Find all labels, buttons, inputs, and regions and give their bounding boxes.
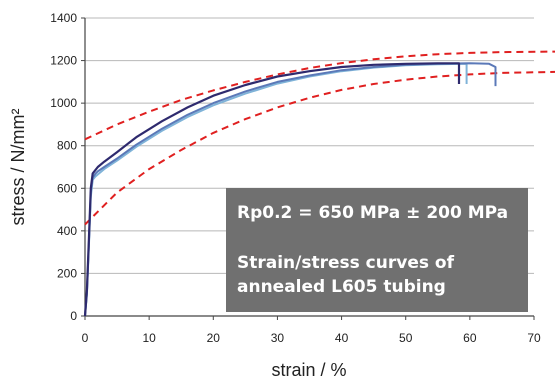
x-tick-label: 50 <box>399 331 413 345</box>
envelope-lower-line <box>84 70 555 226</box>
y-axis-label: stress / N/mm² <box>8 109 28 226</box>
annotation-background <box>226 188 528 312</box>
series <box>83 50 555 317</box>
x-axis-label: strain / % <box>271 360 346 380</box>
x-tick-label: 40 <box>335 331 349 345</box>
y-tick-label: 0 <box>70 309 77 323</box>
x-tick-label: 70 <box>527 331 541 345</box>
annotation-line-3: annealed L605 tubing <box>237 277 446 297</box>
x-tick-label: 60 <box>463 331 477 345</box>
y-tick-label: 1000 <box>50 96 77 110</box>
y-tick-label: 400 <box>57 224 77 238</box>
x-tick-label: 0 <box>82 331 89 345</box>
x-tick-label: 30 <box>271 331 285 345</box>
curve-dark-line <box>83 62 461 317</box>
x-tick-label: 20 <box>207 331 221 345</box>
y-tick-label: 1200 <box>50 54 77 68</box>
axes <box>81 17 535 320</box>
y-tick-label: 800 <box>57 139 77 153</box>
annotation-box: Rp0.2 = 650 MPa ± 200 MPa Strain/stress … <box>226 188 528 312</box>
annotation-line-1: Rp0.2 = 650 MPa ± 200 MPa <box>237 203 508 223</box>
y-tick-label: 1400 <box>50 11 77 25</box>
annotation-line-2: Strain/stress curves of <box>237 253 455 273</box>
y-tick-label: 600 <box>57 181 77 195</box>
y-tick-labels: 0 200 400 600 800 1000 1200 1400 <box>50 11 77 323</box>
envelope-upper-line <box>84 50 555 141</box>
x-tick-label: 10 <box>142 331 156 345</box>
y-tick-label: 200 <box>57 266 77 280</box>
x-tick-labels: 0 10 20 30 40 50 60 70 <box>82 331 541 345</box>
